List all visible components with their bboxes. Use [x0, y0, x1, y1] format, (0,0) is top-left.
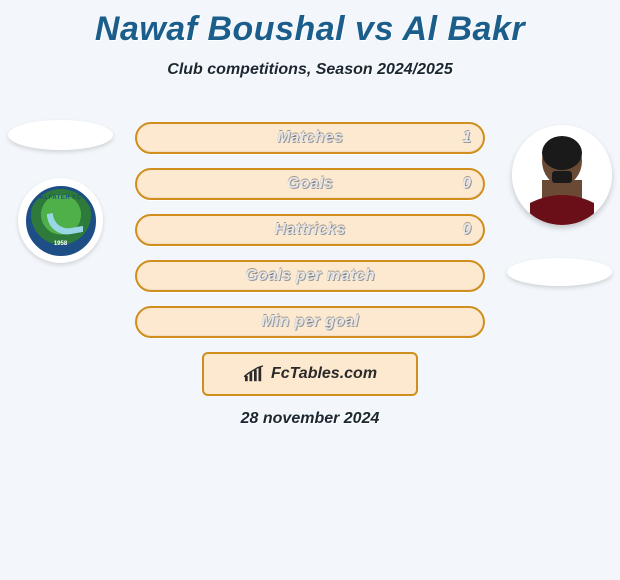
stat-row-hattricks: Hattricks 0	[135, 214, 485, 246]
date: 28 november 2024	[0, 410, 620, 428]
player-photo-placeholder	[512, 125, 612, 225]
alfateh-badge: ALFATEH FC 1958	[26, 186, 96, 256]
stat-label: Hattricks	[137, 216, 483, 244]
stat-right-value: 1	[450, 124, 483, 152]
bar-chart-icon	[243, 365, 265, 383]
player2-avatar	[512, 125, 612, 225]
stats-container: Matches 1 Goals 0 Hattricks 0 Goals per …	[135, 122, 485, 352]
stat-row-gpm: Goals per match	[135, 260, 485, 292]
stat-label: Goals	[137, 170, 483, 198]
stat-row-goals: Goals 0	[135, 168, 485, 200]
stat-label: Goals per match	[137, 262, 483, 290]
stat-right-value	[459, 308, 483, 336]
player1-club-logo: ALFATEH FC 1958	[18, 178, 103, 263]
page-title: Nawaf Boushal vs Al Bakr	[0, 0, 620, 49]
badge-name: ALFATEH FC	[29, 195, 93, 201]
badge-year: 1958	[29, 241, 93, 247]
stat-label: Min per goal	[137, 308, 483, 336]
stat-row-matches: Matches 1	[135, 122, 485, 154]
stat-label: Matches	[137, 124, 483, 152]
stat-row-mpg: Min per goal	[135, 306, 485, 338]
fctables-label: FcTables.com	[271, 365, 377, 383]
subtitle: Club competitions, Season 2024/2025	[0, 61, 620, 79]
player1-small-ellipse	[8, 120, 113, 150]
fctables-attribution: FcTables.com	[202, 352, 418, 396]
player2-small-ellipse	[507, 258, 612, 286]
badge-swoosh	[46, 207, 82, 237]
stat-right-value: 0	[450, 216, 483, 244]
stat-right-value: 0	[450, 170, 483, 198]
stat-right-value	[459, 262, 483, 290]
